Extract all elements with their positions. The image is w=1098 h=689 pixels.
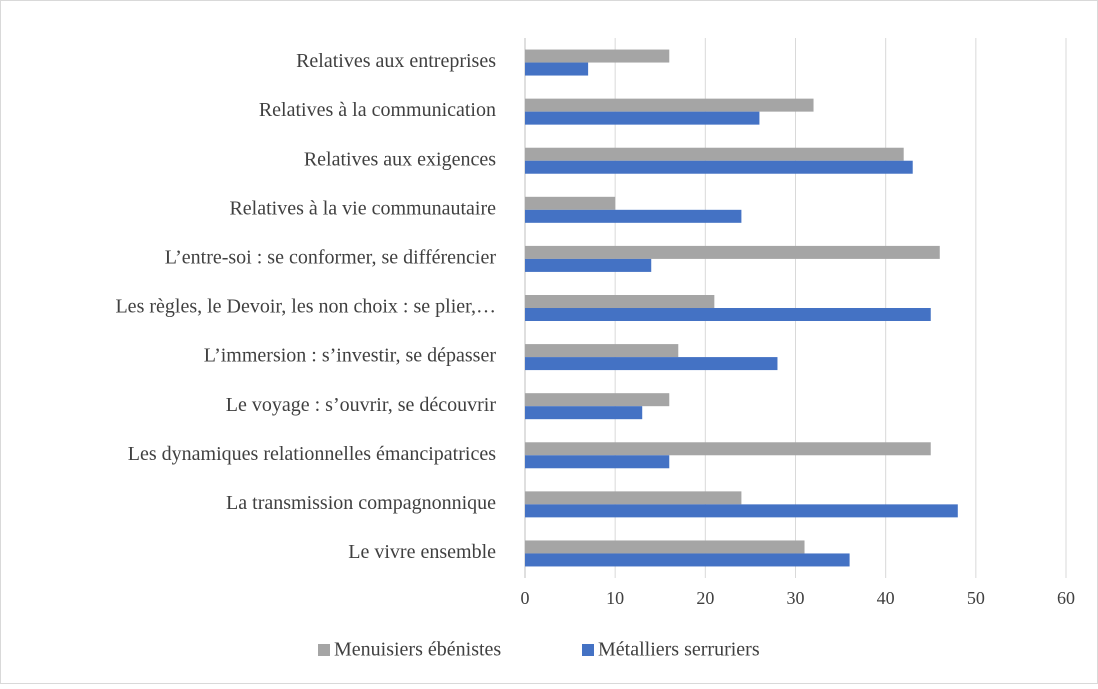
y-tick-label: La transmission compagnonnique — [226, 492, 496, 514]
y-tick-label: L’immersion : s’investir, se dépasser — [204, 345, 497, 367]
bar — [525, 160, 913, 174]
legend-label: Métalliers serruriers — [598, 639, 760, 661]
y-tick-label: L’entre-soi : se conformer, se différenc… — [165, 247, 497, 269]
x-tick-label: 0 — [521, 588, 530, 608]
bar — [525, 455, 670, 469]
bar — [525, 357, 778, 371]
bar — [525, 111, 760, 125]
legend-swatch — [582, 644, 594, 656]
bar — [525, 442, 931, 456]
y-tick-label: Relatives aux exigences — [304, 148, 496, 170]
bar — [525, 245, 940, 259]
x-tick-label: 10 — [606, 588, 624, 608]
bar — [525, 553, 850, 567]
bar — [525, 295, 715, 308]
bar — [525, 491, 742, 505]
y-tick-label: Le voyage : s’ouvrir, se découvrir — [226, 394, 497, 416]
bar — [525, 344, 679, 358]
bar — [525, 98, 814, 112]
x-tick-label: 40 — [877, 588, 895, 608]
y-tick-label: Les règles, le Devoir, les non choix : s… — [115, 296, 496, 318]
bar — [525, 504, 958, 518]
bar — [525, 393, 670, 407]
y-tick-label: Relatives à la vie communautaire — [229, 197, 496, 219]
bar — [525, 406, 643, 420]
bar — [525, 258, 652, 272]
bar — [525, 49, 670, 63]
legend-label: Menuisiers ébénistes — [334, 639, 501, 661]
y-tick-label: Relatives aux entreprises — [296, 50, 496, 72]
legend-swatch — [318, 644, 330, 656]
bar — [525, 147, 904, 161]
bar — [525, 540, 805, 554]
bar — [525, 62, 589, 76]
x-tick-label: 50 — [967, 588, 985, 608]
bar — [525, 308, 931, 321]
y-tick-label: Relatives à la communication — [259, 99, 496, 121]
x-tick-label: 30 — [787, 588, 805, 608]
x-tick-label: 20 — [696, 588, 714, 608]
y-tick-label: Les dynamiques relationnelles émancipatr… — [128, 443, 496, 465]
x-tick-label: 60 — [1057, 588, 1075, 608]
bar — [525, 209, 742, 223]
y-tick-label: Le vivre ensemble — [348, 541, 496, 563]
bar — [525, 196, 616, 210]
